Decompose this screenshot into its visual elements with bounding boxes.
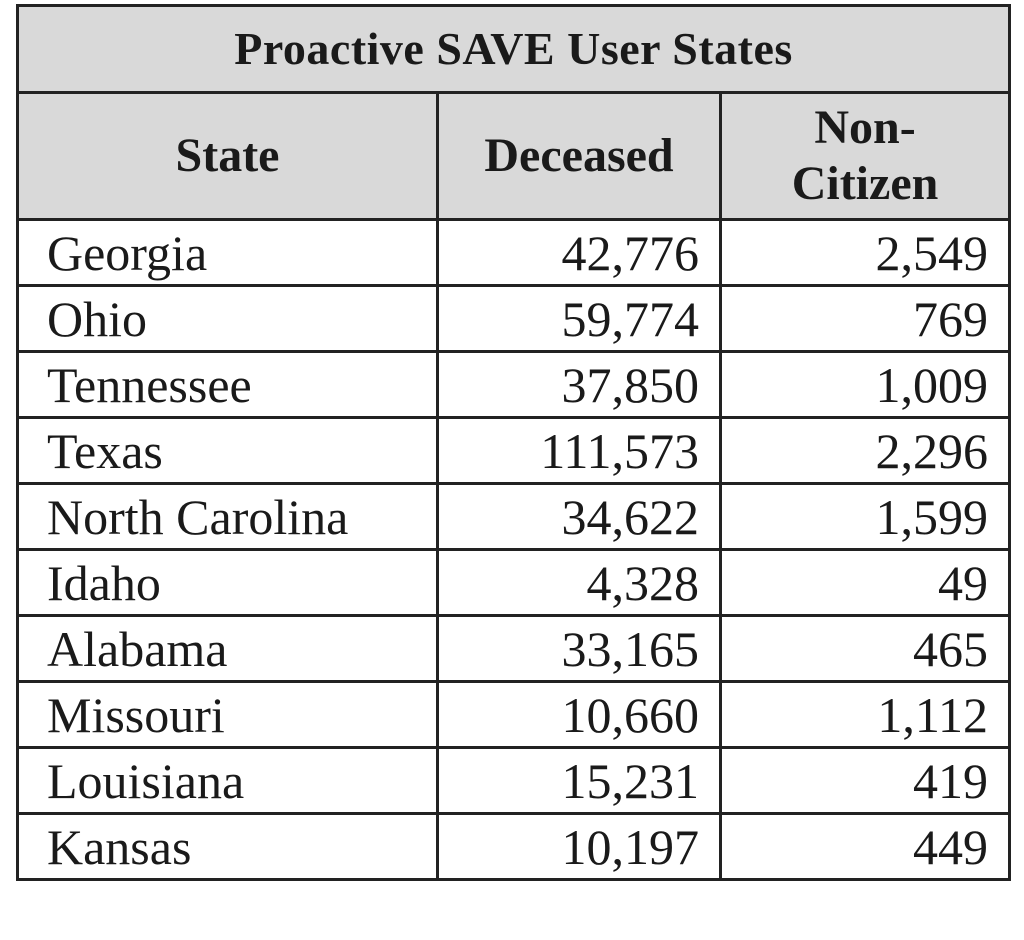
cell-deceased: 34,622	[436, 482, 722, 551]
header-noncitizen-line2: Citizen	[791, 157, 939, 210]
cell-noncitizen: 2,549	[719, 218, 1011, 287]
cell-state: Ohio	[16, 284, 439, 353]
header-noncitizen-line1: Non-	[814, 101, 916, 154]
proactive-save-table-container: Proactive SAVE User States State Decease…	[16, 4, 1011, 881]
table-header-row: State Deceased Non- Citizen	[16, 91, 1011, 221]
cell-deceased: 10,197	[436, 812, 722, 881]
cell-noncitizen: 449	[719, 812, 1011, 881]
cell-state: Tennessee	[16, 350, 439, 419]
table-row: North Carolina 34,622 1,599	[16, 482, 1011, 551]
table-row: Missouri 10,660 1,112	[16, 680, 1011, 749]
cell-state: Georgia	[16, 218, 439, 287]
table-row: Texas 111,573 2,296	[16, 416, 1011, 485]
cell-state: Kansas	[16, 812, 439, 881]
table-title-row: Proactive SAVE User States	[16, 4, 1011, 94]
header-state: State	[16, 91, 439, 221]
cell-deceased: 10,660	[436, 680, 722, 749]
table-row: Idaho 4,328 49	[16, 548, 1011, 617]
cell-deceased: 111,573	[436, 416, 722, 485]
cell-noncitizen: 2,296	[719, 416, 1011, 485]
cell-deceased: 15,231	[436, 746, 722, 815]
cell-state: North Carolina	[16, 482, 439, 551]
cell-deceased: 33,165	[436, 614, 722, 683]
cell-noncitizen: 465	[719, 614, 1011, 683]
table-row: Ohio 59,774 769	[16, 284, 1011, 353]
cell-state: Idaho	[16, 548, 439, 617]
proactive-save-table: Proactive SAVE User States State Decease…	[16, 4, 1011, 881]
table-row: Georgia 42,776 2,549	[16, 218, 1011, 287]
cell-noncitizen: 1,009	[719, 350, 1011, 419]
cell-deceased: 42,776	[436, 218, 722, 287]
cell-state: Louisiana	[16, 746, 439, 815]
cell-deceased: 59,774	[436, 284, 722, 353]
table-row: Alabama 33,165 465	[16, 614, 1011, 683]
table-row: Kansas 10,197 449	[16, 812, 1011, 881]
cell-state: Texas	[16, 416, 439, 485]
cell-deceased: 37,850	[436, 350, 722, 419]
cell-noncitizen: 1,112	[719, 680, 1011, 749]
cell-noncitizen: 49	[719, 548, 1011, 617]
header-noncitizen: Non- Citizen	[719, 91, 1011, 221]
cell-noncitizen: 769	[719, 284, 1011, 353]
header-deceased: Deceased	[436, 91, 722, 221]
cell-noncitizen: 1,599	[719, 482, 1011, 551]
cell-noncitizen: 419	[719, 746, 1011, 815]
cell-state: Alabama	[16, 614, 439, 683]
table-row: Louisiana 15,231 419	[16, 746, 1011, 815]
table-row: Tennessee 37,850 1,009	[16, 350, 1011, 419]
cell-state: Missouri	[16, 680, 439, 749]
table-title: Proactive SAVE User States	[16, 4, 1011, 94]
cell-deceased: 4,328	[436, 548, 722, 617]
